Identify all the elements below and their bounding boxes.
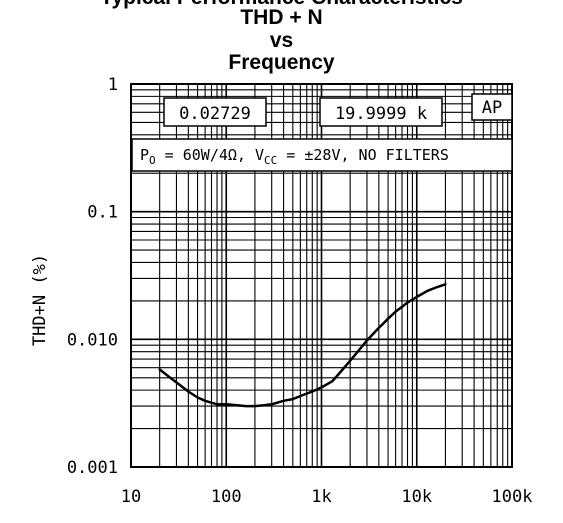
thd-readout-value: 0.02729 — [179, 104, 251, 124]
y-axis-label: THD+N (%) — [30, 254, 50, 346]
x-tick-label: 10 — [121, 487, 141, 507]
thd-series-line — [158, 283, 447, 408]
test-conditions-text: PO = 60W/4Ω, VCC = ±28V, NO FILTERS — [140, 146, 449, 167]
chart-title-line-4: Frequency — [228, 51, 335, 74]
y-tick-label: 0.010 — [67, 330, 118, 350]
x-tick-label: 100k — [492, 487, 533, 507]
test-conditions-box — [131, 138, 513, 172]
chart-title-line-2: THD + N — [240, 6, 323, 29]
frequency-readout-box — [319, 97, 443, 127]
chart-title-line-1: Typical Performance Characteristics — [0, 0, 563, 9]
ap-logo-box — [471, 93, 513, 121]
y-tick-label: 1 — [108, 75, 118, 95]
ap-logo: AP — [482, 98, 502, 118]
x-tick-label: 10k — [401, 487, 432, 507]
y-tick-label: 0.1 — [87, 203, 118, 223]
chart-title-line-3: vs — [269, 29, 294, 52]
thd-readout-box — [163, 97, 267, 127]
x-tick-label: 1k — [311, 487, 331, 507]
y-tick-label: 0.001 — [67, 458, 118, 478]
axis-tick-labels: 10 100 1k 10k 100k 0.001 0.010 0.1 1 — [67, 75, 533, 507]
plot-frame — [130, 83, 513, 468]
x-tick-label: 100 — [211, 487, 242, 507]
frequency-readout-value: 19.9999 k — [335, 104, 427, 124]
